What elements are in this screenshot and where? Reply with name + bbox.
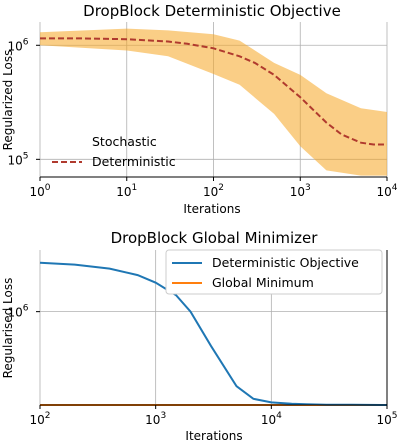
x-tick-label: 105: [376, 411, 397, 427]
y-tick-label: 106: [7, 304, 28, 320]
chart-1-title: DropBlock Deterministic Objective: [83, 2, 341, 20]
legend-label-global-minimum: Global Minimum: [212, 275, 314, 290]
x-tick-label: 104: [376, 183, 397, 199]
x-tick-label: 100: [29, 183, 50, 199]
chart-1-x-ticks: 100 101 102 103 104: [29, 177, 398, 199]
legend-swatch-stochastic: [52, 140, 82, 143]
chart-2-title: DropBlock Global Minimizer: [111, 229, 319, 247]
deterministic-line: [40, 37, 387, 146]
chart-1-y-ticks: 105 106: [7, 37, 40, 167]
y-tick-label: 105: [7, 151, 28, 167]
legend-label-deterministic: Deterministic: [92, 154, 176, 169]
x-tick-label: 103: [290, 183, 311, 199]
chart-2-x-ticks: 102 103 104 105: [29, 405, 398, 427]
legend-label-stochastic: Stochastic: [92, 134, 157, 149]
chart-1-y-axis-label: Regularized Loss: [1, 50, 15, 151]
chart-1-legend: Stochastic Deterministic: [52, 134, 176, 169]
chart-2: DropBlock Global Minimizer 102 103 104 105 …: [1, 229, 398, 442]
chart-2-legend: Deterministic Objective Global Minimum: [165, 249, 383, 295]
x-tick-label: 101: [116, 183, 137, 199]
chart-2-y-axis-label: Regularised Loss: [1, 278, 15, 379]
chart-2-y-ticks: 106: [7, 304, 40, 320]
y-tick-label: 106: [7, 37, 28, 53]
x-tick-label: 102: [203, 183, 224, 199]
legend-label-deterministic-objective: Deterministic Objective: [212, 255, 359, 270]
stochastic-band: [40, 28, 387, 176]
chart-2-x-axis-label: Iterations: [185, 429, 242, 442]
x-tick-label: 102: [29, 411, 50, 427]
chart-1: DropBlock Deterministic Objective 100 101…: [1, 2, 398, 216]
chart-2-spines: [40, 250, 388, 406]
chart-2-legend-box: [165, 249, 383, 295]
chart-1-band: [40, 28, 387, 176]
x-tick-label: 104: [261, 411, 282, 427]
chart-1-series: [40, 37, 387, 146]
chart-1-x-axis-label: Iterations: [183, 202, 240, 216]
x-tick-label: 103: [145, 411, 166, 427]
